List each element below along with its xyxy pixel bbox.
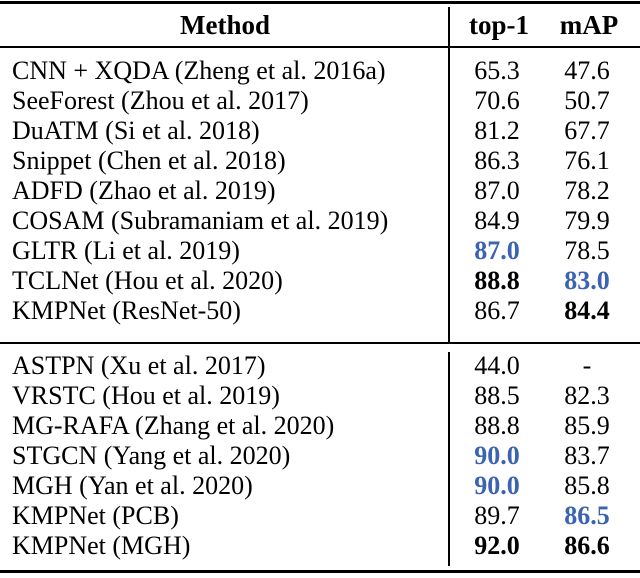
- map-value: -: [582, 351, 592, 380]
- top1-value: 65.3: [474, 56, 520, 85]
- map-value: 50.7: [564, 86, 610, 115]
- map-value: 67.7: [564, 116, 610, 145]
- top1-value: 90.0: [474, 471, 520, 500]
- top1-value: 86.3: [474, 146, 520, 175]
- table-row: VRSTC (Hou et al. 2019) 88.5 82.3: [0, 381, 640, 411]
- map-value: 86.6: [564, 531, 610, 560]
- table-row: DuATM (Si et al. 2018) 81.2 67.7: [0, 116, 640, 146]
- table-row: ADFD (Zhao et al. 2019) 87.0 78.2: [0, 176, 640, 206]
- table-row: GLTR (Li et al. 2019) 87.0 78.5: [0, 236, 640, 266]
- map-value: 47.6: [564, 56, 610, 85]
- method-name: Snippet (Chen et al. 2018): [12, 146, 286, 175]
- table-row: MG-RAFA (Zhang et al. 2020) 88.8 85.9: [0, 411, 640, 441]
- method-name: ADFD (Zhao et al. 2019): [12, 176, 276, 205]
- header-rule: [0, 46, 640, 48]
- top1-value: 90.0: [474, 441, 520, 470]
- top1-value: 88.5: [474, 381, 520, 410]
- method-name: CNN + XQDA (Zheng et al. 2016a): [12, 56, 386, 85]
- method-name: KMPNet (MGH): [12, 531, 191, 560]
- method-name: SeeForest (Zhou et al. 2017): [12, 86, 309, 115]
- table-row: KMPNet (PCB) 89.7 86.5: [0, 501, 640, 531]
- method-name: DuATM (Si et al. 2018): [12, 116, 260, 145]
- map-value: 78.5: [564, 236, 610, 265]
- method-name: VRSTC (Hou et al. 2019): [12, 381, 280, 410]
- method-name: GLTR (Li et al. 2019): [12, 236, 240, 265]
- top1-value: 70.6: [474, 86, 520, 115]
- table-row: CNN + XQDA (Zheng et al. 2016a) 65.3 47.6: [0, 56, 640, 86]
- method-name: ASTPN (Xu et al. 2017): [12, 351, 266, 380]
- map-value: 85.9: [564, 411, 610, 440]
- top1-value: 81.2: [474, 116, 520, 145]
- top1-value: 89.7: [474, 501, 520, 530]
- top1-value: 87.0: [474, 176, 520, 205]
- map-value: 86.5: [564, 501, 610, 530]
- method-name: COSAM (Subramaniam et al. 2019): [12, 206, 389, 235]
- map-value: 85.8: [564, 471, 610, 500]
- table-section-lower: ASTPN (Xu et al. 2017) 44.0- VRSTC (Hou et…: [0, 344, 640, 561]
- top1-value: 84.9: [474, 206, 520, 235]
- top1-value: 86.7: [474, 296, 520, 325]
- bottom-rule: [0, 570, 640, 573]
- top1-value: 92.0: [474, 531, 520, 560]
- table-row: TCLNet (Hou et al. 2020) 88.8 83.0: [0, 266, 640, 296]
- top1-value: 88.8: [474, 266, 520, 295]
- top-rule: [0, 1, 640, 4]
- table-header-row: Method top-1 mAP: [0, 4, 640, 46]
- map-value: 84.4: [564, 296, 610, 325]
- table-row: Snippet (Chen et al. 2018) 86.3 76.1: [0, 146, 640, 176]
- top1-value: 44.0: [474, 351, 520, 380]
- method-name: MG-RAFA (Zhang et al. 2020): [12, 411, 335, 440]
- map-value: 79.9: [564, 206, 610, 235]
- method-name: KMPNet (PCB): [12, 501, 179, 530]
- top1-value: 88.8: [474, 411, 520, 440]
- method-name: MGH (Yan et al. 2020): [12, 471, 253, 500]
- map-value: 78.2: [564, 176, 610, 205]
- map-value: 83.7: [564, 441, 610, 470]
- map-value: 82.3: [564, 381, 610, 410]
- method-name: TCLNet (Hou et al. 2020): [12, 266, 283, 295]
- method-name: KMPNet (ResNet-50): [12, 296, 241, 325]
- top1-value: 87.0: [474, 236, 520, 265]
- method-name: STGCN (Yang et al. 2020): [12, 441, 291, 470]
- table-row: COSAM (Subramaniam et al. 2019) 84.9 79.9: [0, 206, 640, 236]
- table-row: MGH (Yan et al. 2020) 90.0 85.8: [0, 471, 640, 501]
- column-divider: [448, 7, 450, 46]
- table-row: KMPNet (ResNet-50) 86.7 84.4: [0, 296, 640, 326]
- column-header-top1: top-1: [469, 9, 529, 40]
- table-row: ASTPN (Xu et al. 2017) 44.0 -: [0, 351, 640, 381]
- section-divider-rule: [0, 342, 640, 344]
- table-row: STGCN (Yang et al. 2020) 90.0 83.7: [0, 441, 640, 471]
- map-value: 83.0: [564, 266, 610, 295]
- table-row: KMPNet (MGH) 92.0 86.6: [0, 531, 640, 561]
- column-divider: [448, 48, 450, 342]
- table-row: SeeForest (Zhou et al. 2017) 70.6 50.7: [0, 86, 640, 116]
- table-section-upper: CNN + XQDA (Zheng et al. 2016a) 65.3 47.6 S…: [0, 48, 640, 326]
- map-value: 76.1: [564, 146, 610, 175]
- column-header-map: mAP: [559, 9, 619, 40]
- column-header-method: Method: [180, 9, 270, 40]
- column-divider: [448, 352, 450, 566]
